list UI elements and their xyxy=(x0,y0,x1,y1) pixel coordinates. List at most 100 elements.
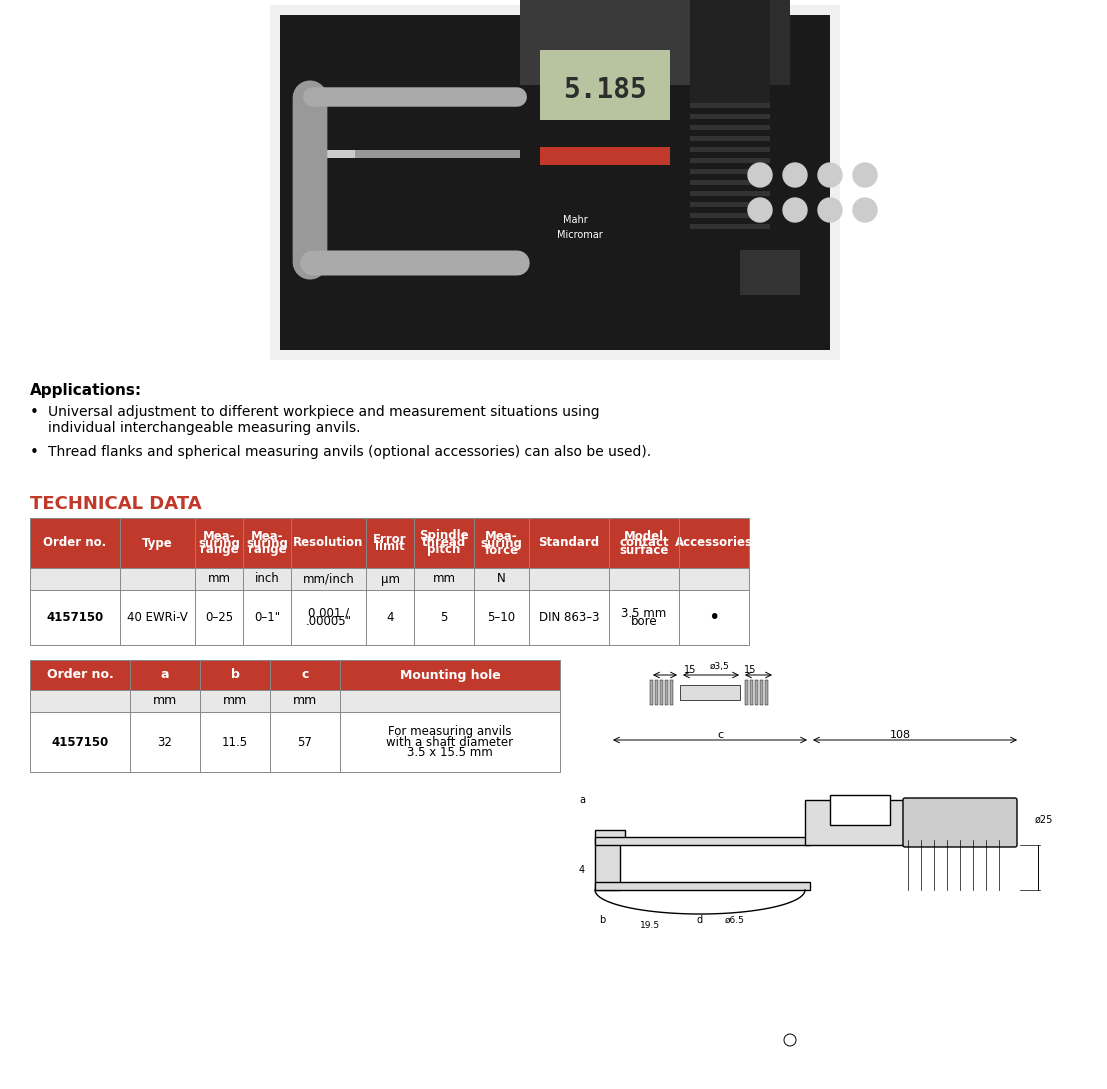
Bar xyxy=(690,103,770,108)
Bar xyxy=(30,518,749,645)
Text: force: force xyxy=(485,543,518,556)
Text: b: b xyxy=(599,915,606,925)
Text: a: a xyxy=(579,795,584,805)
Text: mm: mm xyxy=(207,573,230,586)
Text: Accessories: Accessories xyxy=(675,537,753,550)
Text: Order no.: Order no. xyxy=(43,537,106,550)
Bar xyxy=(690,114,770,119)
Text: DIN 863–3: DIN 863–3 xyxy=(539,611,599,624)
Bar xyxy=(765,680,768,705)
Text: Spindle: Spindle xyxy=(420,529,468,542)
Circle shape xyxy=(853,163,877,187)
Bar xyxy=(690,158,770,163)
Bar xyxy=(690,125,770,130)
Bar xyxy=(680,685,739,700)
Bar xyxy=(30,568,749,590)
Bar xyxy=(594,882,810,890)
Bar xyxy=(660,680,663,705)
Text: 4: 4 xyxy=(386,611,394,624)
Bar xyxy=(355,150,520,158)
Text: ø25: ø25 xyxy=(1035,815,1054,825)
Text: ø6.5: ø6.5 xyxy=(725,916,745,925)
Text: 0–1": 0–1" xyxy=(254,611,280,624)
Text: For measuring anvils: For measuring anvils xyxy=(389,725,511,738)
Text: 3.5 x 15.5 mm: 3.5 x 15.5 mm xyxy=(407,746,493,759)
Bar xyxy=(30,690,560,712)
Text: a: a xyxy=(161,669,169,682)
Circle shape xyxy=(818,163,842,187)
Text: Micromar: Micromar xyxy=(557,230,603,240)
Text: 15: 15 xyxy=(744,665,756,675)
Bar xyxy=(670,680,673,705)
Text: pitch: pitch xyxy=(427,543,461,556)
Bar xyxy=(30,712,560,772)
Text: 4157150: 4157150 xyxy=(51,735,108,748)
Text: 108: 108 xyxy=(889,730,911,741)
Text: Mea-: Mea- xyxy=(203,529,236,542)
Bar xyxy=(270,5,840,360)
Text: with a shaft diameter: with a shaft diameter xyxy=(386,735,514,748)
Text: ø3,5: ø3,5 xyxy=(710,662,730,671)
Text: 0–25: 0–25 xyxy=(205,611,234,624)
Bar xyxy=(655,680,658,705)
Bar xyxy=(300,150,355,158)
Bar xyxy=(690,201,770,207)
Text: .00005": .00005" xyxy=(306,615,352,628)
Text: Applications:: Applications: xyxy=(30,383,142,397)
Circle shape xyxy=(748,163,772,187)
Text: c: c xyxy=(717,730,723,741)
Text: mm: mm xyxy=(153,695,177,708)
Text: inch: inch xyxy=(255,573,279,586)
Bar xyxy=(690,136,770,140)
Text: d: d xyxy=(697,915,703,925)
Text: 57: 57 xyxy=(298,735,312,748)
Bar xyxy=(540,147,670,166)
Text: 5–10: 5–10 xyxy=(487,611,516,624)
Text: •: • xyxy=(708,608,720,627)
Bar xyxy=(665,680,668,705)
Text: •: • xyxy=(30,445,39,460)
Bar xyxy=(30,660,560,690)
Circle shape xyxy=(818,198,842,222)
Text: N: N xyxy=(497,573,506,586)
Text: thread: thread xyxy=(422,537,466,550)
FancyBboxPatch shape xyxy=(903,798,1017,847)
Text: mm/inch: mm/inch xyxy=(302,573,354,586)
Bar xyxy=(650,680,653,705)
Bar xyxy=(540,50,670,120)
Bar xyxy=(30,518,749,568)
Bar xyxy=(594,840,620,890)
Bar xyxy=(690,191,770,196)
Bar xyxy=(594,830,625,840)
Bar xyxy=(280,15,830,350)
Text: mm: mm xyxy=(293,695,317,708)
Circle shape xyxy=(784,1033,796,1047)
Bar xyxy=(755,680,758,705)
Bar xyxy=(520,0,790,85)
Text: suring: suring xyxy=(198,537,240,550)
Text: suring: suring xyxy=(480,537,523,550)
Circle shape xyxy=(783,163,807,187)
Text: suring: suring xyxy=(246,537,288,550)
Text: surface: surface xyxy=(619,543,669,556)
Text: c: c xyxy=(301,669,309,682)
Text: range: range xyxy=(248,543,287,556)
Text: contact: contact xyxy=(619,537,669,550)
Bar xyxy=(690,213,770,218)
Bar xyxy=(751,680,753,705)
Circle shape xyxy=(748,198,772,222)
Text: Mahr: Mahr xyxy=(562,215,588,225)
Circle shape xyxy=(783,198,807,222)
Bar xyxy=(745,680,748,705)
Bar xyxy=(30,590,749,645)
Bar xyxy=(739,250,800,295)
Text: 0.001 /: 0.001 / xyxy=(308,607,349,620)
Bar xyxy=(805,800,906,845)
Text: TECHNICAL DATA: TECHNICAL DATA xyxy=(30,495,201,513)
Bar xyxy=(690,147,770,152)
Bar xyxy=(690,169,770,174)
Text: Thread flanks and spherical measuring anvils (optional accessories) can also be : Thread flanks and spherical measuring an… xyxy=(48,445,651,458)
Bar xyxy=(520,0,690,85)
Text: Mounting hole: Mounting hole xyxy=(400,669,500,682)
Text: 32: 32 xyxy=(157,735,173,748)
